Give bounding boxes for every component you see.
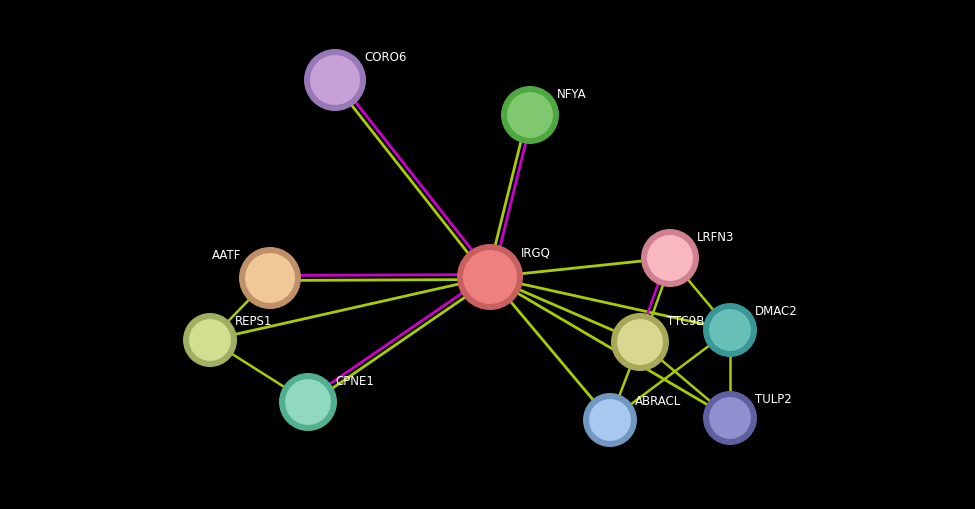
Text: NFYA: NFYA bbox=[557, 88, 587, 101]
Text: CORO6: CORO6 bbox=[364, 51, 407, 64]
Text: IRGQ: IRGQ bbox=[521, 246, 551, 259]
Circle shape bbox=[244, 252, 296, 304]
Circle shape bbox=[183, 313, 237, 367]
Circle shape bbox=[588, 398, 632, 442]
Circle shape bbox=[188, 318, 232, 362]
Text: REPS1: REPS1 bbox=[235, 315, 272, 328]
Circle shape bbox=[583, 393, 637, 447]
Text: TULP2: TULP2 bbox=[755, 393, 792, 406]
Text: CPNE1: CPNE1 bbox=[335, 375, 373, 388]
Circle shape bbox=[611, 313, 669, 371]
Circle shape bbox=[309, 54, 361, 106]
Circle shape bbox=[279, 373, 337, 431]
Text: LRFN3: LRFN3 bbox=[697, 231, 734, 244]
Circle shape bbox=[708, 308, 752, 352]
Circle shape bbox=[462, 249, 518, 305]
Text: DMAC2: DMAC2 bbox=[755, 305, 798, 318]
Text: AATF: AATF bbox=[212, 249, 241, 262]
Circle shape bbox=[506, 91, 554, 139]
Circle shape bbox=[457, 244, 523, 310]
Circle shape bbox=[501, 86, 559, 144]
Circle shape bbox=[703, 391, 757, 445]
Circle shape bbox=[641, 229, 699, 287]
Text: TTC9B: TTC9B bbox=[667, 315, 704, 328]
Circle shape bbox=[239, 247, 301, 309]
Circle shape bbox=[646, 234, 694, 282]
Circle shape bbox=[304, 49, 366, 111]
Circle shape bbox=[616, 318, 664, 366]
Circle shape bbox=[708, 396, 752, 440]
Text: ABRACL: ABRACL bbox=[635, 395, 682, 408]
Circle shape bbox=[703, 303, 757, 357]
Circle shape bbox=[284, 378, 332, 426]
